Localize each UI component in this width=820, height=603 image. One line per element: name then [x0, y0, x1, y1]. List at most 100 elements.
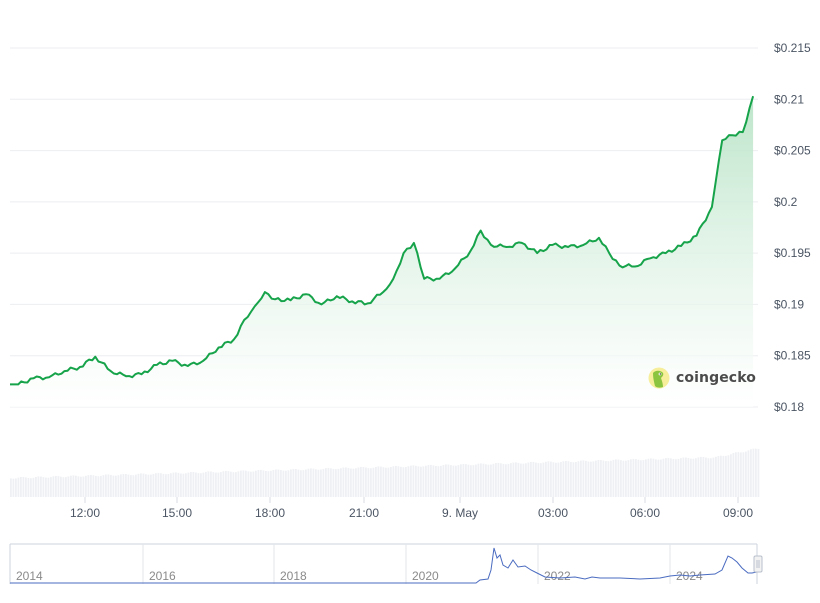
volume-bar — [710, 458, 712, 497]
volume-bar — [120, 474, 122, 497]
volume-bar — [322, 468, 325, 497]
volume-bar — [445, 464, 447, 497]
volume-bar — [430, 464, 432, 497]
volume-bar — [685, 457, 687, 497]
volume-bar — [600, 460, 602, 497]
volume-bar — [317, 469, 320, 497]
volume-bar — [492, 463, 495, 497]
volume-bar — [180, 473, 182, 497]
volume-bar — [310, 468, 312, 497]
volume-bar — [632, 458, 635, 497]
volume-bar — [690, 458, 692, 497]
volume-bar — [697, 457, 700, 497]
volume-bar — [565, 460, 567, 497]
volume-bar — [465, 464, 467, 497]
volume-bar — [200, 473, 202, 497]
volume-bar — [722, 455, 725, 497]
volume-bar — [757, 448, 760, 497]
range-navigator[interactable]: 2014 2016 2018 2020 2022 2024 — [9, 543, 763, 584]
volume-bar — [225, 470, 227, 497]
volume-bar — [542, 462, 545, 497]
volume-bar — [10, 478, 12, 497]
volume-bar — [630, 459, 632, 497]
y-axis-labels: $0.215 $0.21 $0.205 $0.2 $0.195 $0.19 $0.185 $0… — [774, 41, 811, 414]
volume-bar — [195, 472, 197, 497]
volume-bar — [235, 472, 237, 497]
volume-bar — [147, 474, 150, 497]
volume-bar — [547, 461, 550, 497]
volume-bar — [667, 457, 670, 497]
volume-bar — [187, 472, 190, 497]
price-line[interactable] — [10, 95, 755, 386]
volume-bar — [202, 472, 205, 497]
volume-bar — [65, 477, 67, 497]
volume-bar — [625, 460, 627, 497]
volume-bar — [115, 475, 117, 497]
volume-bar — [680, 458, 682, 497]
volume-bar — [232, 472, 235, 497]
x-tick-label: 03:00 — [538, 506, 568, 520]
volume-bar — [442, 465, 445, 497]
volume-bar — [527, 462, 530, 497]
volume-bar — [707, 458, 710, 497]
volume-bar — [755, 448, 757, 497]
volume-bar — [395, 465, 397, 497]
volume-bar — [85, 475, 87, 497]
volume-bar — [470, 465, 472, 497]
volume-bar — [375, 466, 377, 497]
volume-bar — [382, 467, 385, 497]
volume-bar — [507, 463, 510, 497]
volume-bar — [555, 462, 557, 497]
volume-bar — [300, 470, 302, 497]
volume-bar — [72, 475, 75, 497]
volume-bar — [360, 466, 362, 497]
x-tick-label: 9. May — [442, 506, 478, 520]
volume-bar — [400, 466, 402, 497]
volume-bar — [742, 452, 745, 497]
price-line-path[interactable] — [10, 95, 755, 386]
volume-bar — [97, 476, 100, 497]
volume-bar — [222, 471, 225, 497]
volume-bar — [455, 465, 457, 497]
volume-bar — [77, 476, 80, 497]
x-tick-label: 09:00 — [723, 506, 753, 520]
navigator-year-label: 2022 — [544, 569, 571, 583]
y-tick-label: $0.18 — [774, 400, 804, 414]
volume-bar — [260, 469, 262, 497]
navigator-right-handle[interactable] — [753, 555, 763, 573]
volume-bar — [407, 466, 410, 497]
volume-bar — [487, 464, 490, 497]
volume-bar — [670, 458, 672, 497]
volume-bar — [327, 467, 330, 497]
volume-bar — [60, 476, 62, 497]
volume-bar — [137, 473, 140, 497]
volume-bar — [320, 469, 322, 497]
volume-bar — [515, 462, 517, 497]
volume-bar — [682, 457, 685, 497]
volume-bar — [50, 477, 52, 497]
volume-bar — [75, 475, 77, 497]
volume-bar — [720, 455, 722, 497]
volume-bar — [122, 473, 125, 497]
navigator-year-label: 2016 — [149, 569, 176, 583]
volume-bar — [387, 467, 390, 497]
volume-bar — [410, 465, 412, 497]
volume-bar — [217, 472, 220, 497]
volume-bar — [250, 471, 252, 497]
volume-bar — [592, 461, 595, 497]
volume-bar — [22, 476, 25, 497]
volume-bar — [392, 466, 395, 497]
volume-bar — [362, 467, 365, 497]
volume-bar — [135, 474, 137, 497]
volume-bar — [655, 459, 657, 497]
x-axis-labels: 12:00 15:00 18:00 21:00 9. May 03:00 06:00 09:0… — [70, 497, 753, 520]
volume-bar — [687, 458, 690, 497]
volume-bar — [325, 468, 327, 497]
volume-bar — [747, 450, 750, 497]
volume-bar — [610, 460, 612, 497]
volume-bar — [617, 459, 620, 497]
volume-bar — [162, 473, 165, 497]
volume-bar — [577, 461, 580, 497]
volume-bar — [142, 473, 145, 497]
